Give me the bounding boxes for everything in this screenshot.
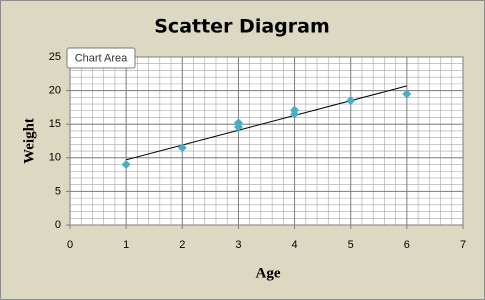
grid <box>66 56 464 229</box>
x-axis-title: Age <box>256 265 281 281</box>
point <box>177 143 187 153</box>
point <box>402 89 412 99</box>
x-tick-label: 4 <box>292 239 298 251</box>
y-axis-title: Weight <box>21 118 37 164</box>
x-tick-label: 6 <box>404 239 410 251</box>
point <box>346 96 356 106</box>
y-tick-label: 15 <box>49 118 61 130</box>
y-tick-label: 20 <box>49 85 61 97</box>
tooltip-box <box>66 47 136 69</box>
tooltip: Chart Area <box>66 47 136 69</box>
x-tick-label: 2 <box>179 239 185 251</box>
x-tick-label: 1 <box>123 239 129 251</box>
point <box>290 105 300 115</box>
y-tick-label: 0 <box>55 219 61 231</box>
trendline <box>126 85 407 161</box>
x-tick-label: 5 <box>348 239 354 251</box>
point <box>233 118 243 128</box>
x-tick-label: 0 <box>67 239 73 251</box>
tooltip-text: Chart Area <box>75 52 128 64</box>
y-tick-label: 5 <box>55 185 61 197</box>
x-tick-label: 3 <box>235 239 241 251</box>
chart-title: Scatter Diagram <box>154 16 330 38</box>
plot-area <box>70 57 463 225</box>
plot-border <box>69 56 464 226</box>
x-tick-label: 7 <box>460 239 466 251</box>
y-tick-label: 10 <box>49 152 61 164</box>
marks <box>121 85 412 170</box>
point <box>121 160 131 170</box>
y-tick-label: 25 <box>49 51 61 63</box>
